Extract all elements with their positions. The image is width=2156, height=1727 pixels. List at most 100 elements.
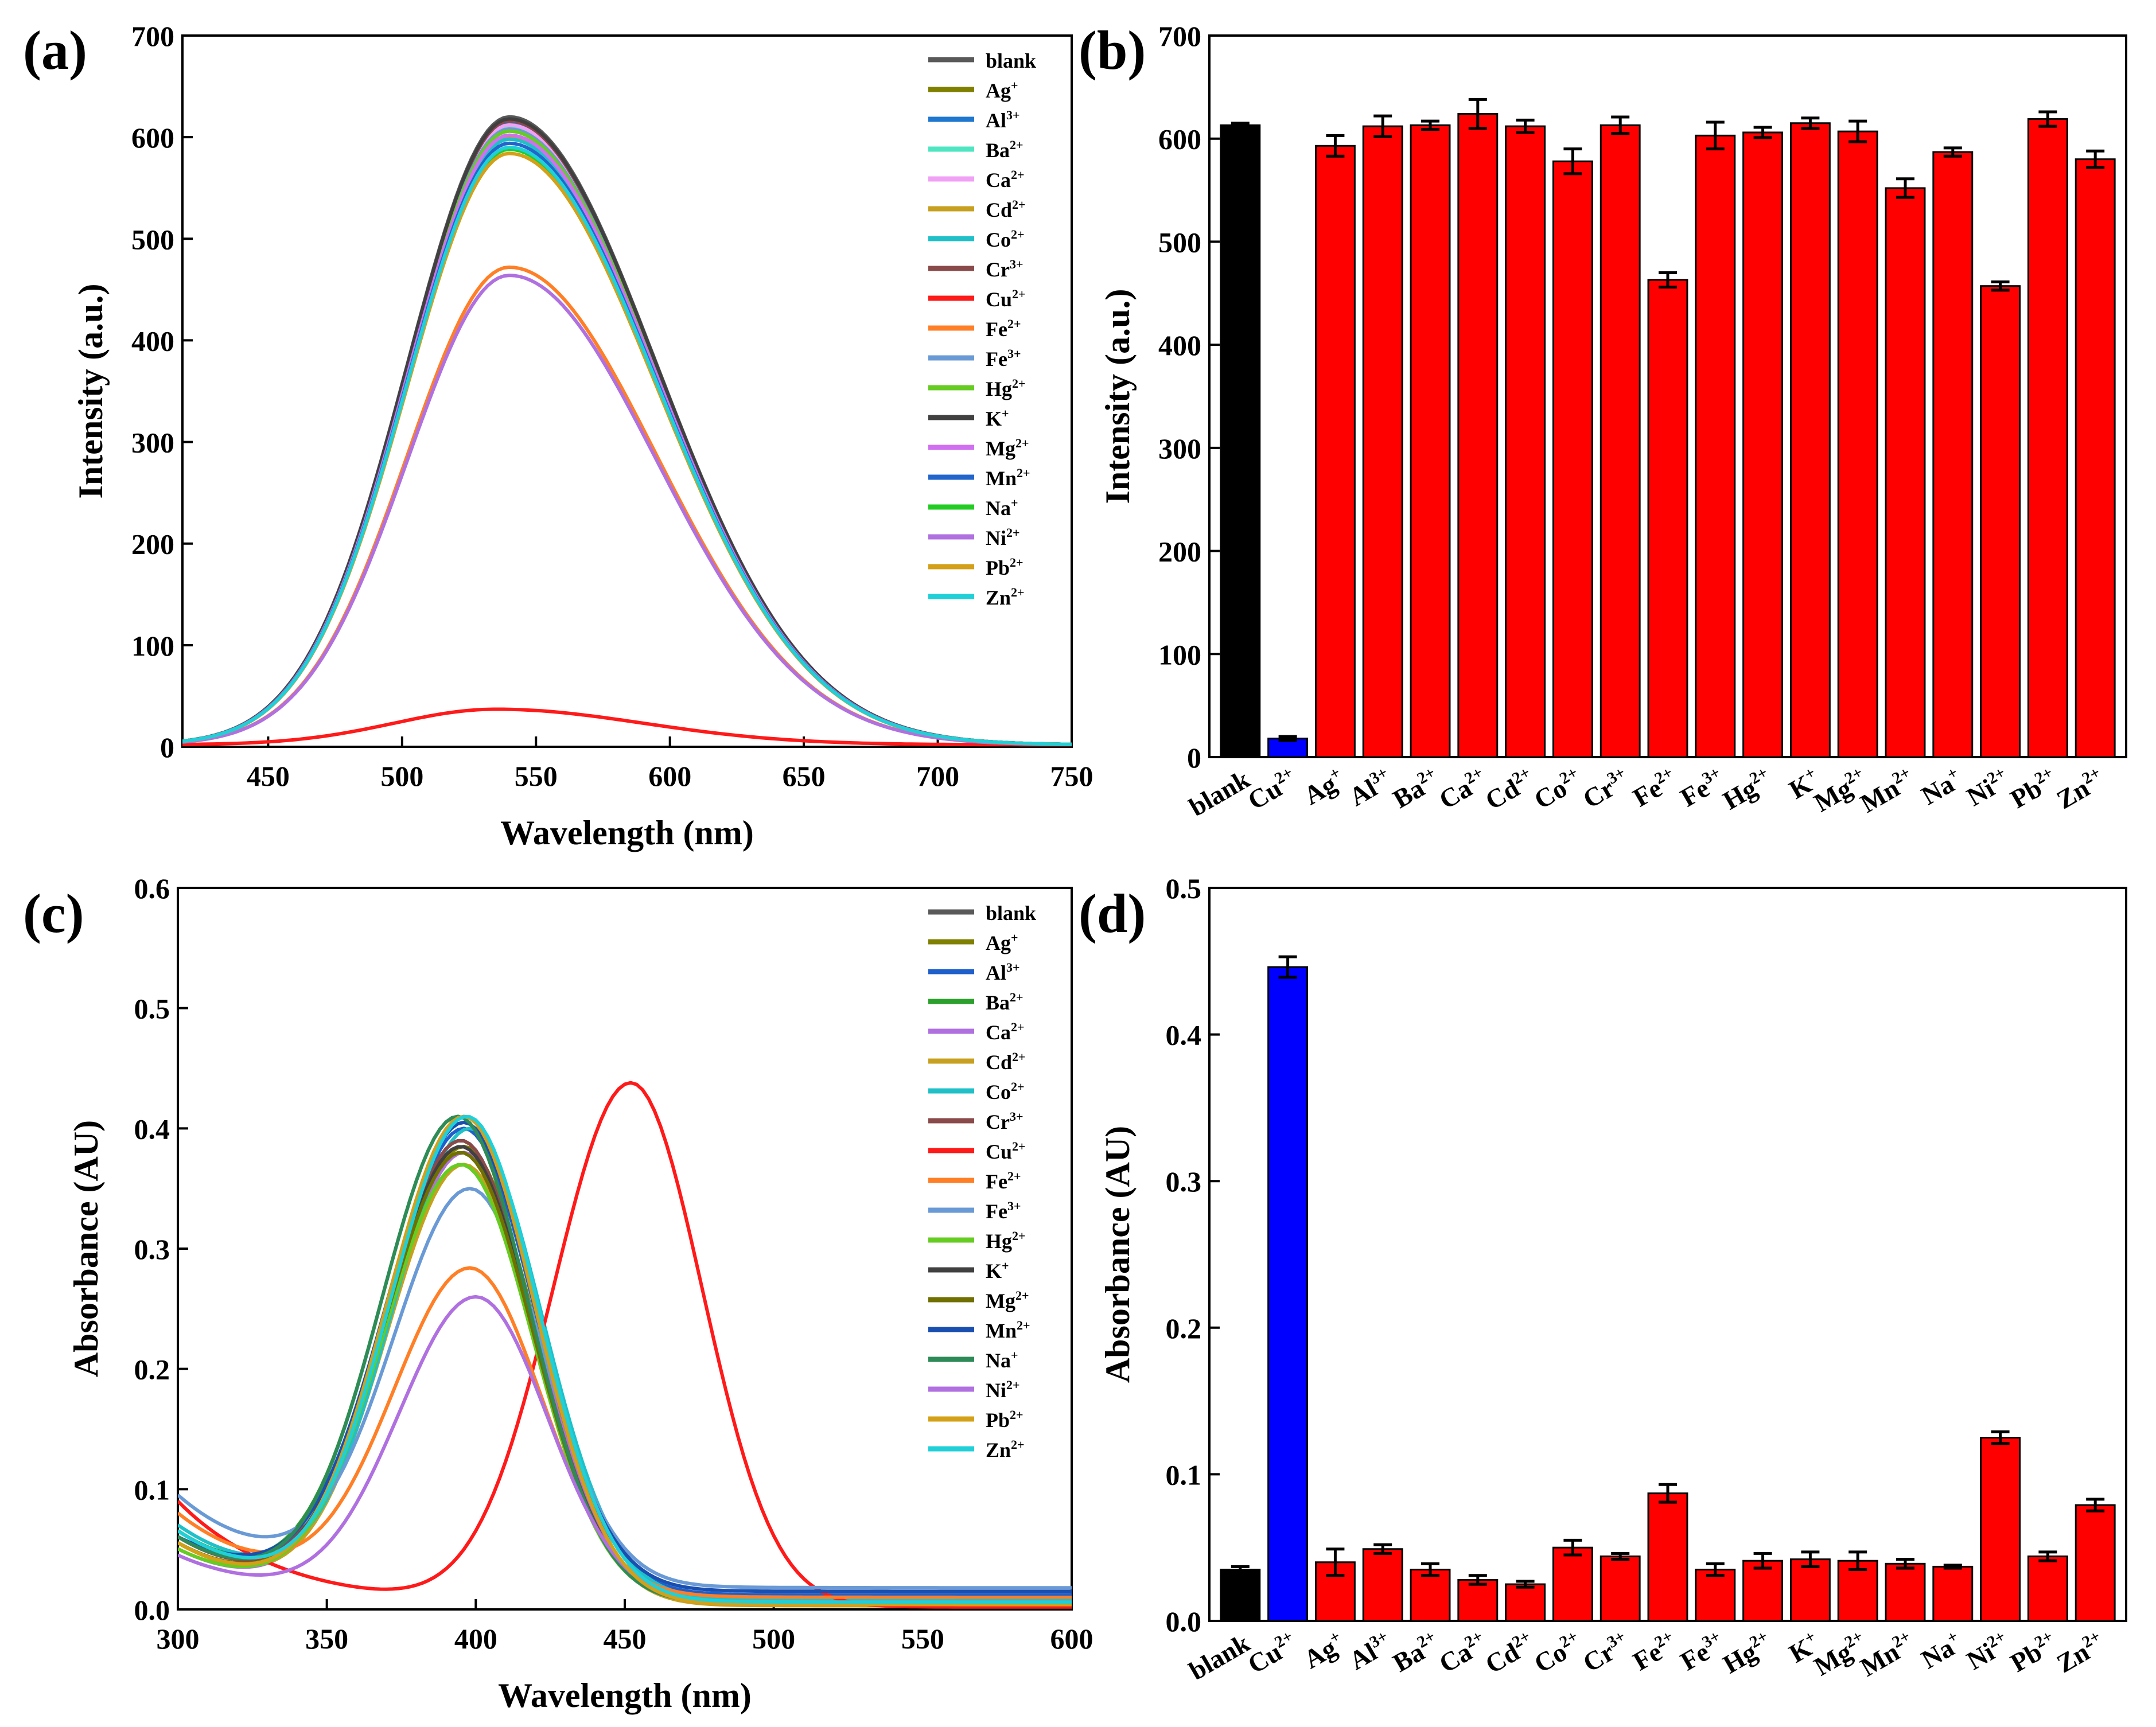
series-line-a-16 — [182, 274, 1072, 746]
legend-label-a-18: Zn2+ — [986, 585, 1025, 609]
x-tick-label-a-4: 650 — [783, 760, 826, 792]
x-tick-label-c-2: 400 — [454, 1623, 497, 1655]
legend-label-c-1: Ag+ — [986, 930, 1018, 954]
series-line-c-18 — [178, 1115, 1072, 1604]
y-tick-label-d-1: 0.1 — [1166, 1459, 1202, 1491]
panel-label-b: (b) — [1079, 20, 1146, 81]
bar-d-16 — [1980, 1437, 2021, 1622]
series-line-a-5 — [182, 135, 1072, 746]
legend-label-a-17: Pb2+ — [986, 555, 1023, 579]
x-tick-label-a-3: 600 — [648, 760, 691, 792]
x-tick-label-c-6: 600 — [1050, 1623, 1093, 1655]
bar-d-5 — [1457, 1578, 1499, 1622]
y-tick-label-b-5: 500 — [1158, 226, 1201, 258]
x-tick-label-b-18: Zn2+ — [2051, 763, 2110, 815]
legend-label-a-13: Mg2+ — [986, 436, 1029, 460]
bar-d-7 — [1552, 1546, 1593, 1622]
x-tick-label-d-2: Ag+ — [1298, 1627, 1350, 1674]
legend-label-c-15: Na+ — [986, 1348, 1018, 1372]
y-tick-label-d-2: 0.2 — [1166, 1312, 1202, 1344]
y-axis-label-b: Intensity (a.u.) — [1099, 289, 1137, 504]
legend-label-c-3: Ba2+ — [986, 990, 1023, 1014]
bar-b-16 — [1980, 285, 2021, 758]
y-tick-label-c-5: 0.5 — [134, 993, 170, 1025]
series-line-a-13 — [182, 133, 1072, 746]
bar-d-8 — [1600, 1556, 1641, 1622]
series-line-c-5 — [178, 1163, 1072, 1608]
bar-b-6 — [1505, 125, 1546, 758]
x-tick-label-b-1: Cu2+ — [1242, 763, 1302, 816]
legend-label-a-5: Cd2+ — [986, 197, 1026, 221]
y-tick-label-a-3: 300 — [131, 427, 174, 459]
x-tick-label-c-0: 300 — [157, 1623, 200, 1655]
legend-label-c-8: Cu2+ — [986, 1139, 1026, 1163]
bar-b-13 — [1837, 130, 1878, 758]
legend-label-a-9: Fe2+ — [986, 317, 1021, 341]
bar-b-3 — [1362, 125, 1403, 758]
legend-label-a-16: Ni2+ — [986, 525, 1020, 549]
series-line-a-4 — [182, 123, 1072, 746]
series-line-c-14 — [178, 1120, 1072, 1593]
bar-b-0 — [1220, 124, 1261, 758]
legend-label-c-2: Al3+ — [986, 960, 1020, 984]
legend-label-c-14: Mn2+ — [986, 1318, 1030, 1342]
x-tick-label-a-1: 500 — [380, 760, 423, 792]
bar-b-18 — [2075, 158, 2116, 758]
bar-d-10 — [1695, 1569, 1736, 1622]
y-tick-label-c-6: 0.6 — [134, 872, 170, 905]
axes-frame-a — [181, 34, 1073, 748]
panel-a: (a) 0 100 200 300 400 500 600 700 Intensity (a.u… — [23, 20, 1093, 852]
series-line-a-10 — [182, 127, 1072, 746]
panel-b: (b) 0 100 200 300 400 500 600 700 Intensity (a.u… — [1079, 20, 2127, 822]
legend-label-c-12: K+ — [986, 1258, 1009, 1282]
bar-b-7 — [1552, 160, 1593, 758]
x-tick-label-b-11: Hg2+ — [1717, 763, 1777, 816]
series-line-a-11 — [182, 129, 1072, 746]
legend-label-c-6: Co2+ — [986, 1079, 1025, 1104]
legend-label-a-10: Fe3+ — [986, 346, 1021, 371]
legend-label-c-18: Zn2+ — [986, 1437, 1025, 1461]
legend-label-c-10: Fe3+ — [986, 1199, 1021, 1223]
y-tick-label-d-0: 0.0 — [1166, 1605, 1202, 1638]
y-tick-label-c-4: 0.4 — [134, 1113, 170, 1145]
bar-d-1 — [1267, 966, 1309, 1622]
y-tick-label-b-2: 200 — [1158, 536, 1201, 568]
y-tick-label-b-4: 400 — [1158, 329, 1201, 361]
y-tick-label-d-5: 0.5 — [1166, 872, 1202, 905]
x-axis-label-a: Wavelength (nm) — [500, 814, 754, 852]
bar-d-9 — [1647, 1492, 1688, 1622]
plot-c: 0.0 0.1 0.2 0.3 0.4 0.5 0.6 Absorbance (AU) 300 3… — [67, 872, 1093, 1714]
y-axis-label-a: Intensity (a.u.) — [72, 283, 110, 498]
legend-label-c-17: Pb2+ — [986, 1408, 1023, 1432]
legend-label-c-5: Cd2+ — [986, 1050, 1026, 1074]
bar-d-11 — [1742, 1560, 1784, 1622]
legend-label-a-14: Mn2+ — [986, 466, 1030, 490]
series-line-a-14 — [182, 141, 1072, 746]
y-tick-label-b-0: 0 — [1187, 742, 1201, 774]
y-axis-label-d: Absorbance (AU) — [1099, 1126, 1137, 1383]
series-group-a — [182, 115, 1072, 747]
y-tick-label-a-5: 500 — [131, 223, 174, 255]
bar-b-11 — [1742, 131, 1784, 758]
x-tick-label-d-11: Hg2+ — [1717, 1627, 1777, 1679]
bar-b-12 — [1789, 122, 1831, 758]
panel-label-c: (c) — [23, 883, 84, 944]
panel-label-d: (d) — [1079, 883, 1146, 944]
bar-b-10 — [1695, 134, 1736, 758]
x-tick-label-c-4: 500 — [752, 1623, 795, 1655]
series-line-a-3 — [182, 125, 1072, 746]
y-tick-label-d-3: 0.3 — [1166, 1165, 1202, 1198]
legend-label-a-2: Al3+ — [986, 108, 1020, 132]
legend-label-c-9: Fe2+ — [986, 1169, 1021, 1193]
legend-label-a-15: Na+ — [986, 496, 1018, 520]
legend-label-c-4: Ca2+ — [986, 1020, 1025, 1044]
x-tick-label-b-9: Fe2+ — [1628, 763, 1682, 813]
y-tick-label-b-7: 700 — [1158, 20, 1201, 52]
x-tick-label-b-8: Cr3+ — [1577, 763, 1634, 814]
legend-label-a-3: Ba2+ — [986, 138, 1023, 162]
y-tick-label-c-1: 0.1 — [134, 1473, 170, 1506]
series-line-c-8 — [178, 1081, 1072, 1609]
y-tick-label-a-1: 100 — [131, 630, 174, 662]
